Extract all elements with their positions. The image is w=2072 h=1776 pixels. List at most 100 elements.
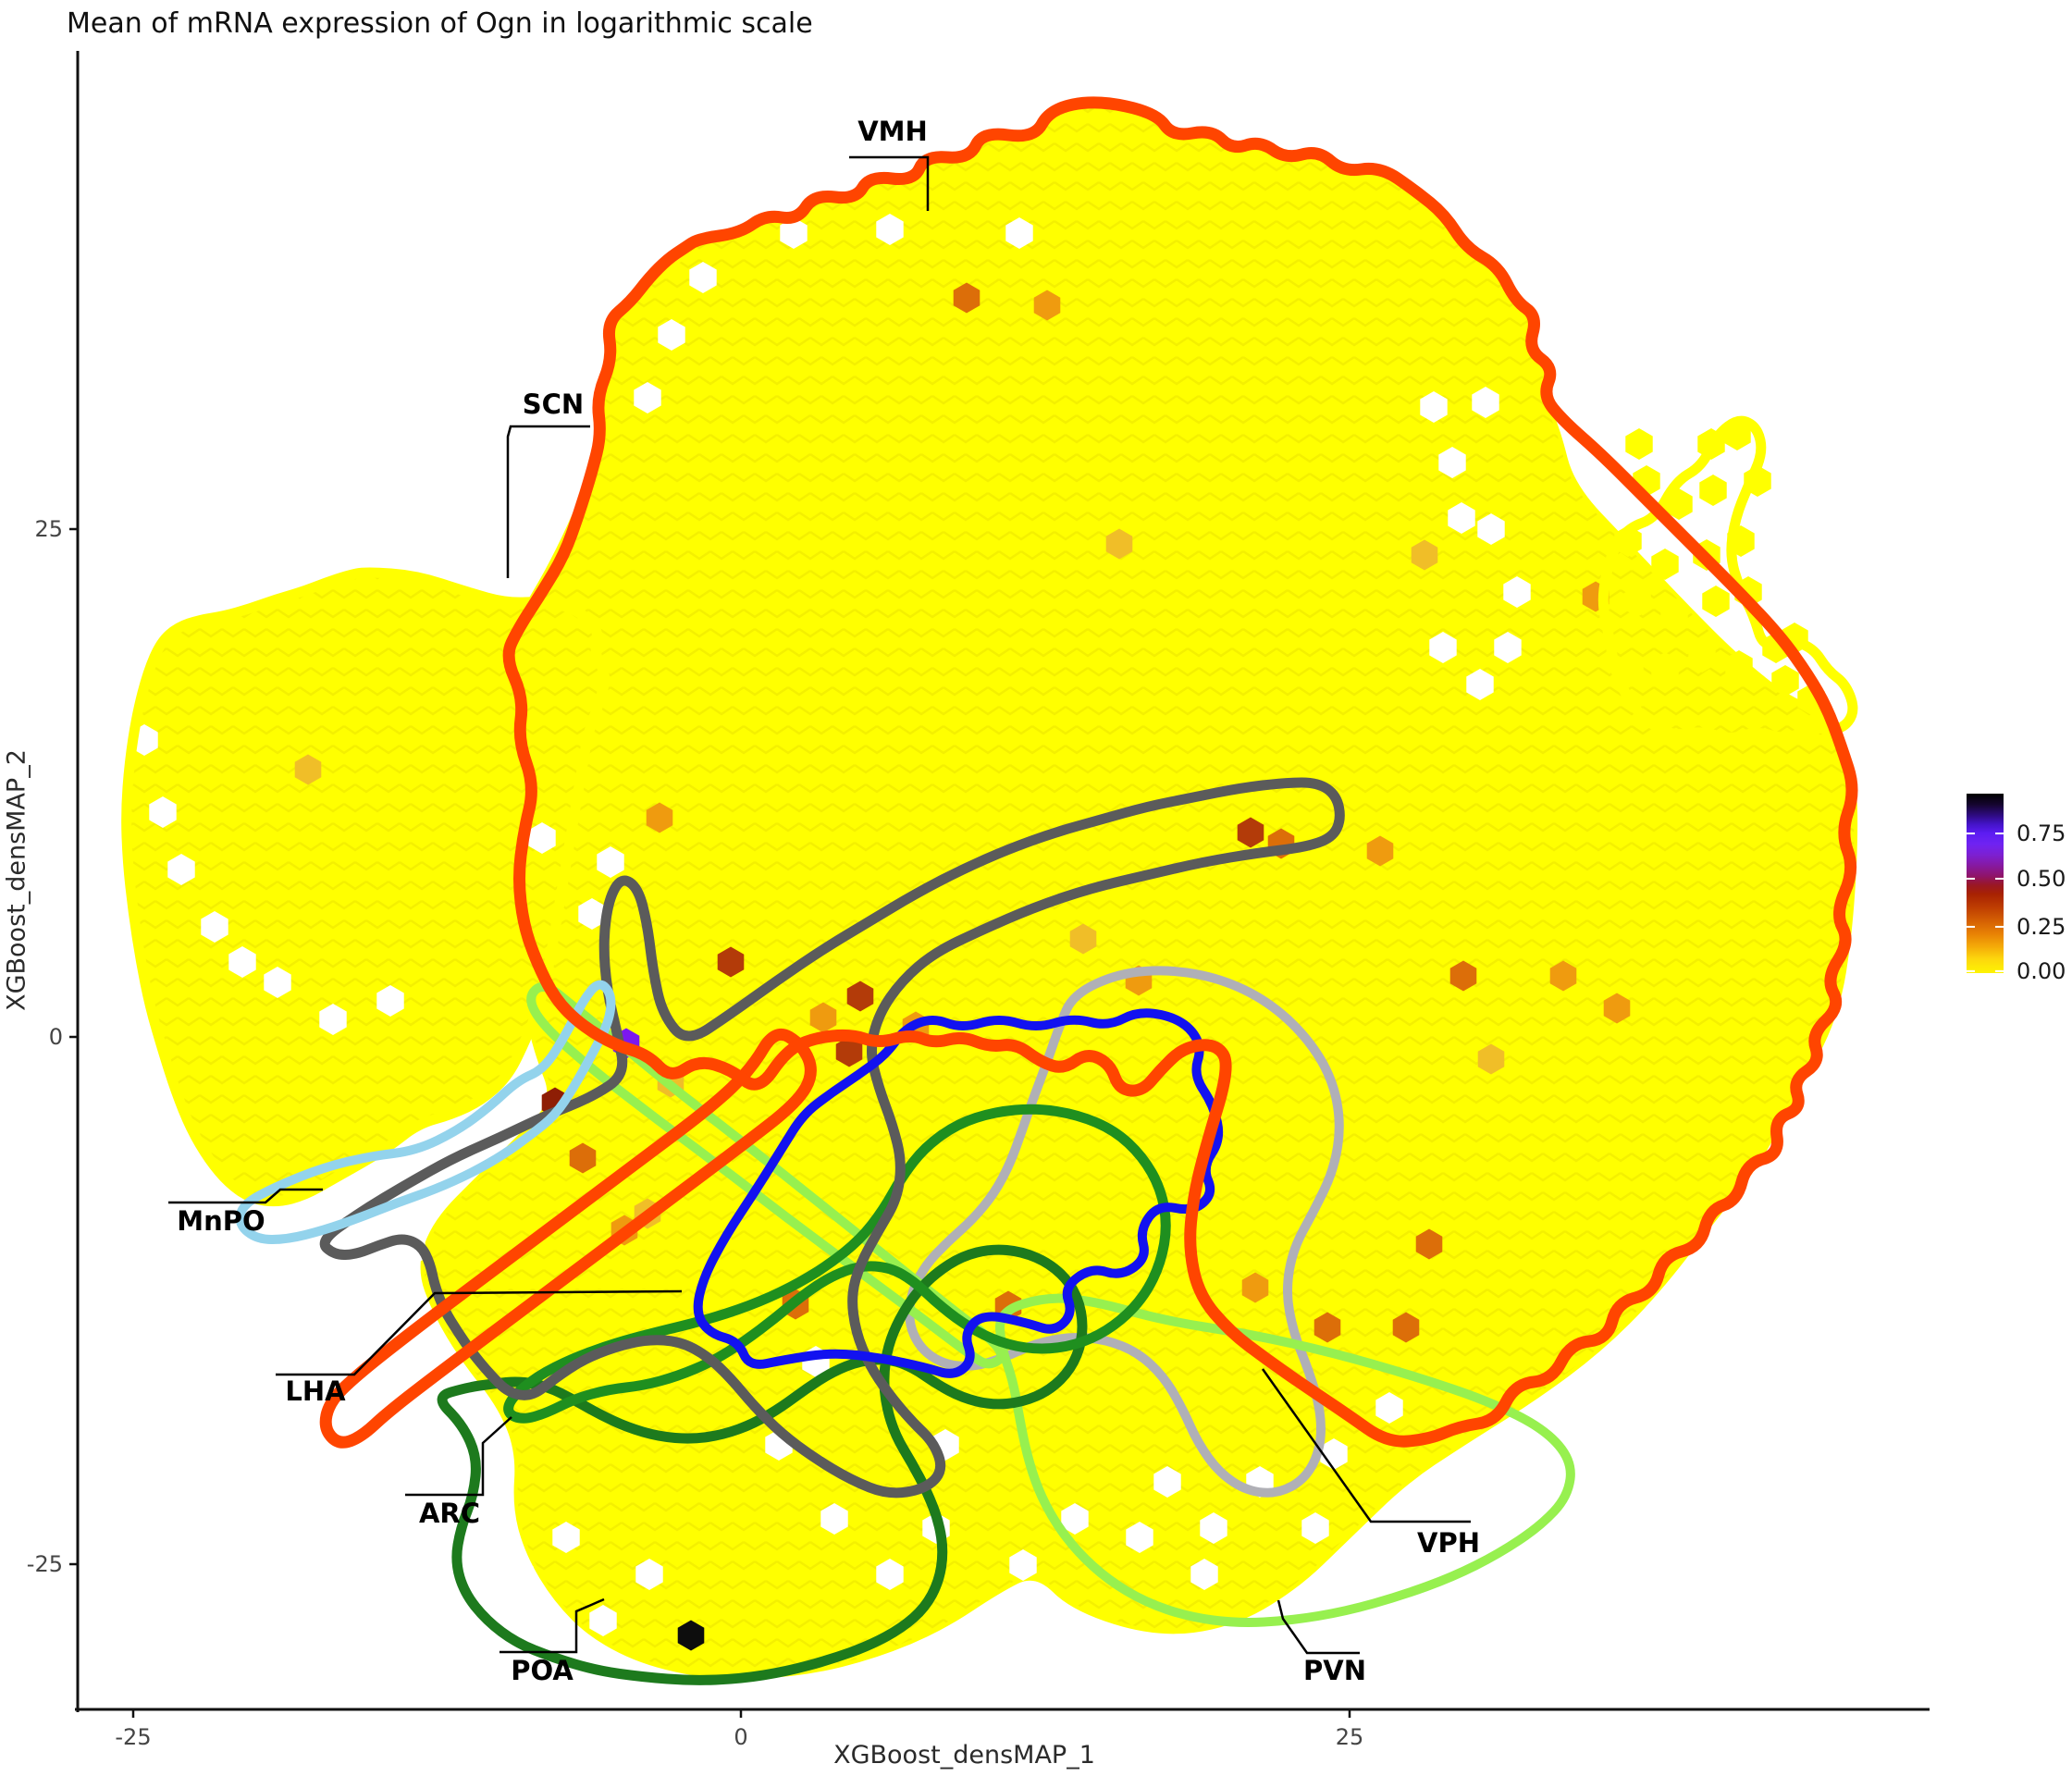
hexbin-cell-dark-orange — [1392, 1312, 1420, 1343]
leader-line-vph — [1261, 1368, 1471, 1523]
hexbin-cell-orange — [809, 1002, 837, 1033]
leader-line-poa — [500, 1597, 605, 1654]
hexbin-empty-cell — [1153, 1466, 1181, 1498]
hexbin-cell-dark-orange — [569, 1142, 597, 1174]
colorbar-tick-label: 0.00 — [2016, 958, 2066, 984]
hexbin-cell-yellow — [1625, 428, 1653, 460]
hexbin-empty-cell — [658, 319, 685, 351]
hexbin-empty-cell — [319, 1004, 347, 1035]
hexbin-empty-cell — [1126, 1522, 1153, 1553]
hexbin-empty-cell — [506, 1559, 534, 1590]
hexbin-empty-cell — [1477, 513, 1505, 545]
contour-pvn — [526, 981, 1006, 1369]
hexbin-empty-cell — [1375, 1392, 1403, 1424]
hexbin-empty-cell — [820, 1503, 848, 1535]
hexbin-empty-cell — [1061, 1503, 1089, 1535]
colorbar-legend: 0.75 0.50 0.25 0.00 — [1967, 794, 2066, 984]
hexbin-field — [124, 100, 1858, 1680]
hexbin-empty-cell — [1190, 1559, 1218, 1590]
hexbin-cell-amber — [1477, 1043, 1505, 1075]
hexbin-empty-cell — [1301, 1512, 1329, 1544]
hexbin-empty-cell — [1438, 447, 1466, 478]
hexbin-cell-orange — [1366, 835, 1394, 867]
x-axis-label: XGBoost_densMAP_1 — [833, 1741, 1095, 1770]
hexbin-empty-cell — [1009, 1549, 1037, 1581]
colorbar-tick-label: 0.25 — [2016, 914, 2066, 940]
hexbin-empty-cell — [1494, 632, 1522, 663]
colorbar-tick-label: 0.50 — [2016, 866, 2066, 892]
contour-vmh — [502, 96, 1858, 1448]
hexbin-cell-dark-orange — [1415, 1228, 1443, 1260]
hexbin-empty-cell — [1466, 669, 1494, 700]
region-annotations: VMH SCN MnPO LHA ARC POA VPH PVN — [168, 116, 1480, 1686]
hexbin-cell-yellow — [1660, 599, 1688, 631]
hexbin-cell-amber — [1069, 923, 1097, 955]
hexbin-cell-orange — [646, 802, 673, 833]
hexbin-cell-dark-orange — [1314, 1312, 1341, 1343]
hexbin-empty-cell — [167, 854, 195, 885]
leader-line-scn — [506, 425, 590, 578]
hexbin-empty-cell — [1429, 632, 1457, 663]
hexbin-cell-yellow — [1651, 549, 1679, 580]
region-contours — [121, 96, 1858, 1685]
hexbin-cell-yellow — [1688, 641, 1716, 672]
hexbin-cell-amber — [1411, 539, 1438, 571]
region-label-vmh: VMH — [857, 116, 928, 147]
hexbin-cell-orange — [1241, 1272, 1269, 1303]
region-label-scn: SCN — [523, 388, 584, 420]
leader-line-mnpo — [168, 1188, 323, 1204]
y-tick-label: -25 — [27, 1551, 63, 1577]
x-tick-label: -25 — [115, 1724, 151, 1750]
contour-vph — [905, 966, 1344, 1498]
y-tick-label: 0 — [49, 1024, 63, 1050]
hexbin-empty-cell — [376, 985, 404, 1017]
hexbin-cell-red-brown — [846, 980, 874, 1012]
hexbin-empty-cell — [201, 911, 228, 943]
contour-scn — [121, 567, 610, 1207]
hexbin-cell-red-brown — [1237, 817, 1264, 848]
hexbin-empty-cell — [726, 160, 754, 191]
hexbin-empty-cell — [1005, 217, 1033, 249]
hexbin-empty-cell — [1200, 1512, 1227, 1544]
hexbin-empty-cell — [264, 967, 291, 998]
leader-line-vmh — [849, 155, 930, 211]
hexbin-empty-cell — [228, 946, 256, 978]
region-label-vph: VPH — [1417, 1527, 1480, 1559]
hexbin-cell-orange — [1603, 993, 1631, 1024]
hexbin-cell-black — [677, 1620, 705, 1651]
hexbin-empty-cell — [597, 846, 624, 878]
hexbin-empty-cell — [635, 1559, 663, 1590]
contour-arc — [503, 1104, 1171, 1424]
region-label-mnpo: MnPO — [177, 1205, 265, 1237]
contour-scn — [1597, 415, 1858, 743]
colorbar-gradient-bar — [1967, 794, 2004, 973]
contour-unlabeled-blue — [693, 1008, 1224, 1378]
hexbin-empty-cell — [780, 217, 808, 249]
x-tick-label: 0 — [734, 1724, 747, 1750]
hexbin-empty-cell — [423, 1522, 450, 1553]
hexbin-cell-yellow — [1651, 652, 1679, 684]
hexbin-empty-cell — [552, 1522, 580, 1553]
hexbin-empty-cell — [1420, 391, 1448, 423]
contour-lha — [319, 777, 1345, 1498]
hexbin-empty-cell — [528, 822, 556, 854]
hexbin-empty-cell — [1472, 387, 1499, 418]
colorbar-tick-label: 0.75 — [2016, 820, 2066, 846]
leader-line-lha — [276, 1289, 683, 1376]
hexbin-cell-red-brown — [717, 946, 745, 978]
hexbin-empty-cell — [876, 214, 904, 245]
hexbin-cell-yellow — [1725, 650, 1753, 682]
hexbin-cell-red-brown — [835, 1036, 863, 1067]
hexbin-empty-cell — [1448, 502, 1475, 534]
y-tick-label: 25 — [34, 516, 63, 542]
region-label-poa: POA — [511, 1655, 574, 1686]
hexbin-cell-orange — [1033, 290, 1061, 321]
hexbin-cell-amber — [1105, 528, 1133, 560]
hexbin-cell-yellow — [1623, 586, 1651, 617]
hexbin-cell-orange — [1549, 960, 1577, 992]
hexbin-empty-cell — [1320, 1438, 1348, 1470]
hexbin-empty-cell — [578, 898, 606, 930]
hexbin-cell-yellow — [1616, 652, 1644, 684]
contour-poa — [437, 1244, 1088, 1685]
